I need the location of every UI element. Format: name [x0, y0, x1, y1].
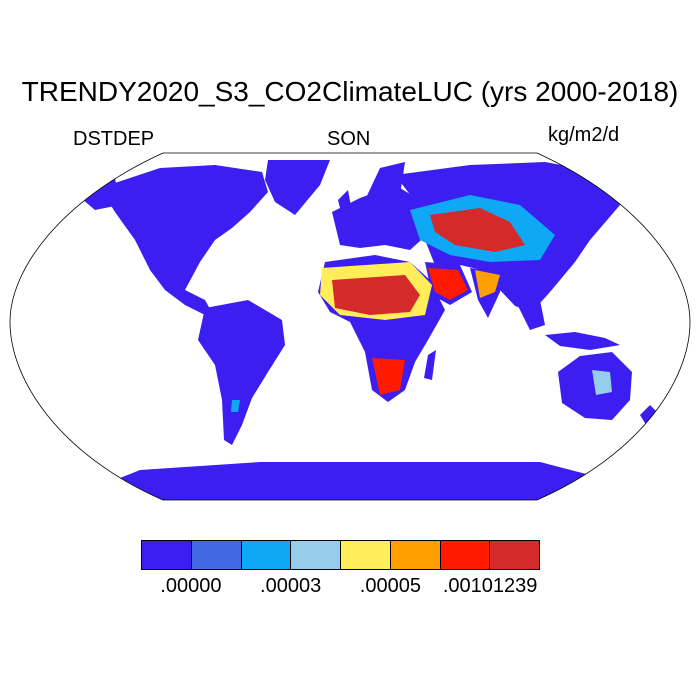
season-label: SON — [327, 128, 371, 150]
colorbar-box-3 — [241, 541, 292, 569]
colorbar-label: .00000 — [160, 575, 222, 597]
colorbar-box-7 — [440, 541, 491, 569]
southeast-asia — [515, 300, 545, 330]
variable-label: DSTDEP — [73, 128, 155, 150]
colorbar-box-6 — [390, 541, 441, 569]
colorbar-box-5 — [341, 541, 391, 569]
sahara-core — [332, 275, 420, 315]
europe — [332, 185, 430, 250]
central-asia-core — [430, 208, 525, 252]
map-outline — [9, 152, 691, 501]
colorbar-label: .00005 — [359, 575, 421, 597]
map-title: TRENDY2020_S3_CO2ClimateLUC (yrs 2000-20… — [21, 76, 679, 107]
colorbar — [141, 540, 540, 570]
india-hot — [475, 270, 500, 298]
central-america — [150, 270, 215, 318]
australia-hot — [592, 370, 612, 395]
new-zealand — [640, 405, 660, 428]
northern-europe — [365, 162, 405, 200]
colorbar-box-2 — [191, 541, 242, 569]
antarctica — [110, 462, 600, 500]
south-america-hot — [231, 400, 240, 412]
colorbar-label: .00101239 — [442, 575, 538, 597]
colorbar-label: .00003 — [260, 575, 322, 597]
north-america — [100, 165, 268, 290]
indonesia — [545, 332, 620, 350]
south-america — [198, 300, 285, 445]
southern-africa-hot — [372, 358, 405, 395]
alaska — [75, 178, 120, 210]
colorbar-box-8 — [490, 541, 539, 569]
arabia-hot — [428, 268, 468, 300]
colorbar-box-1 — [142, 541, 192, 569]
units-label: kg/m2/d — [548, 124, 620, 146]
land-areas — [75, 160, 660, 500]
high-deposition-areas — [231, 195, 612, 412]
greenland — [265, 160, 330, 215]
madagascar — [424, 350, 436, 380]
scandinavia — [338, 190, 352, 216]
colorbar-box-4 — [291, 541, 341, 569]
